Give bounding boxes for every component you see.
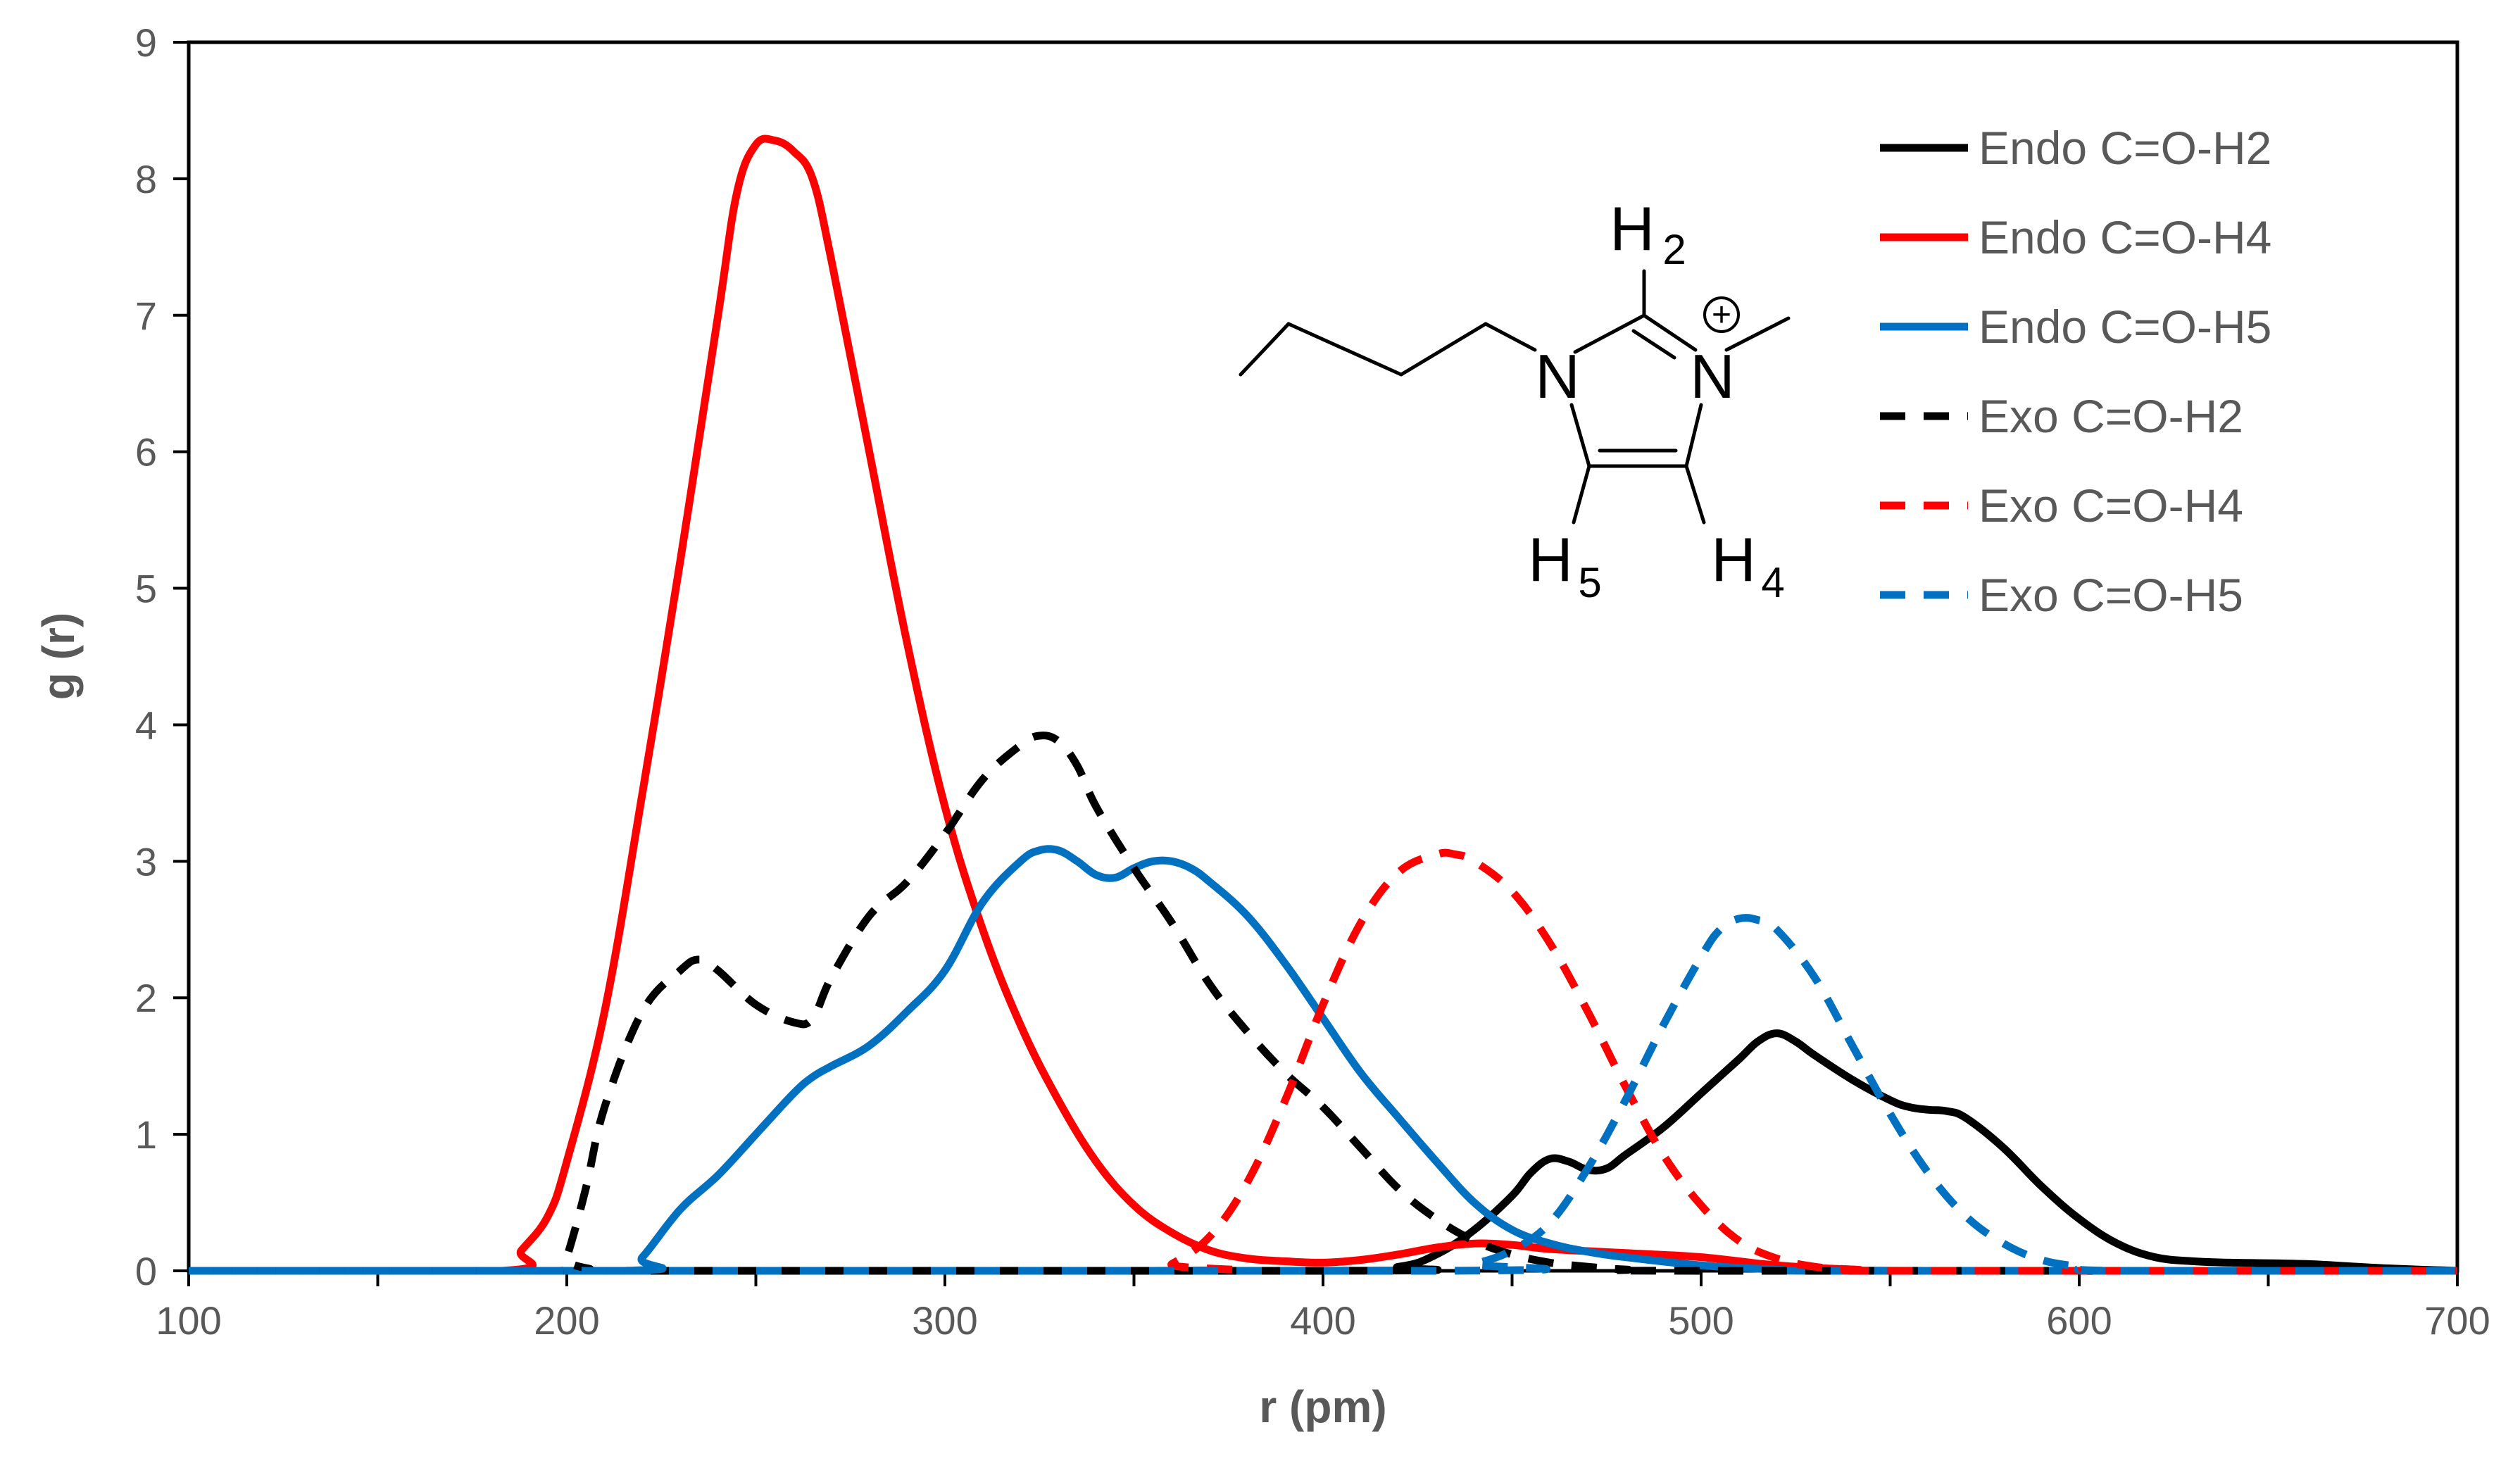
- x-tick-label: 600: [2046, 1298, 2112, 1343]
- y-tick-label: 2: [135, 976, 157, 1020]
- h5-subscript: 5: [1578, 559, 1601, 606]
- x-axis-title: r (pm): [1259, 1381, 1386, 1432]
- y-tick-label: 1: [135, 1112, 157, 1157]
- molecule-bonds: [1239, 269, 1791, 525]
- legend-label: Exo C=O-H5: [1979, 569, 2243, 621]
- imidazolium-structure-diagram: N N H 2 H 5 H 4 +: [1239, 194, 1791, 606]
- positive-charge-sign: +: [1712, 296, 1731, 334]
- h2-label: H: [1610, 194, 1655, 263]
- y-tick-label: 4: [135, 703, 157, 747]
- legend: Endo C=O-H2 Endo C=O-H4 Endo C=O-H5 Exo C=O…: [1880, 122, 2271, 621]
- y-tick-label: 5: [135, 567, 157, 611]
- y-tick-label: 0: [135, 1249, 157, 1293]
- nitrogen-3-label: N: [1690, 341, 1735, 411]
- y-tick-label: 3: [135, 839, 157, 884]
- x-tick-label: 300: [912, 1298, 977, 1343]
- axis-labels: 100 200 300 400 500 600 700 0 1 2 3 4 5 6 7 8 9: [135, 20, 2490, 1343]
- positive-charge-circle: [1703, 296, 1740, 333]
- x-tick-label: 200: [534, 1298, 599, 1343]
- h4-label: H: [1711, 525, 1756, 594]
- series-line-endo-c-o-h5: [188, 845, 2458, 1275]
- nitrogen-1-label: N: [1535, 341, 1580, 411]
- x-tick-label: 500: [1668, 1298, 1734, 1343]
- series-layer: [188, 134, 2458, 1275]
- h5-label: H: [1528, 525, 1573, 594]
- x-tick-label: 700: [2424, 1298, 2490, 1343]
- y-axis-title: g (r): [33, 613, 84, 700]
- y-tick-label: 7: [135, 294, 157, 338]
- plot-area: [187, 40, 2459, 1273]
- legend-label: Exo C=O-H4: [1979, 479, 2243, 532]
- legend-label: Endo C=O-H2: [1979, 122, 2271, 174]
- legend-label: Endo C=O-H5: [1979, 301, 2271, 353]
- h2-subscript: 2: [1662, 226, 1686, 273]
- legend-label: Endo C=O-H4: [1979, 211, 2271, 263]
- h4-subscript: 4: [1761, 559, 1784, 606]
- y-tick-label: 6: [135, 430, 157, 475]
- y-tick-label: 8: [135, 157, 157, 201]
- series-line-exo-c-o-h2: [188, 732, 2458, 1275]
- legend-label: Exo C=O-H2: [1979, 390, 2243, 442]
- series-line-exo-c-o-h5: [188, 914, 2458, 1275]
- x-tick-label: 100: [156, 1298, 221, 1343]
- x-tick-label: 400: [1290, 1298, 1355, 1343]
- series-line-endo-c-o-h2: [188, 1029, 2458, 1275]
- y-tick-label: 9: [135, 20, 157, 65]
